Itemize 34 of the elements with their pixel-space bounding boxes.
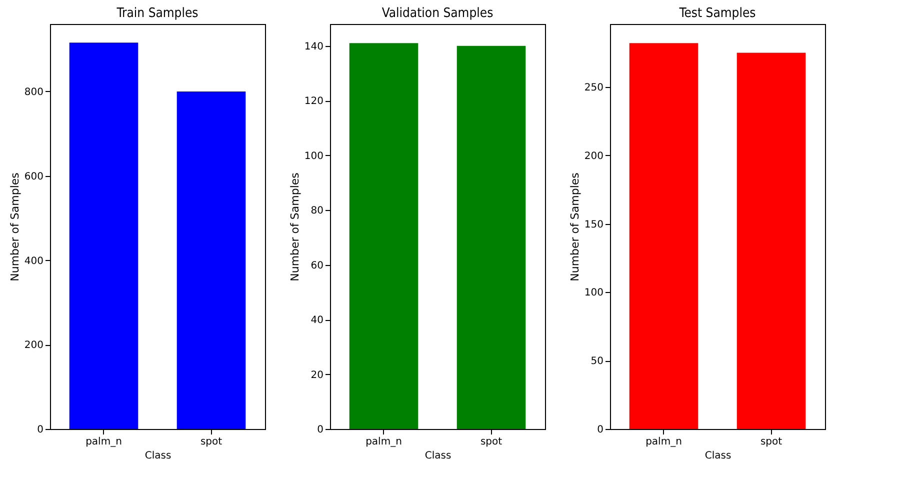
y-tick-label: 250 bbox=[584, 82, 604, 94]
x-tick-label: spot bbox=[200, 436, 222, 448]
y-tick-label: 140 bbox=[304, 41, 324, 52]
y-tick-label: 200 bbox=[24, 340, 44, 352]
y-tick-label: 100 bbox=[304, 150, 324, 162]
x-tick-label: palm_n bbox=[646, 436, 682, 448]
y-tick-label: 400 bbox=[24, 256, 44, 267]
x-axis-title: Class bbox=[424, 450, 452, 462]
y-tick-label: 60 bbox=[310, 260, 324, 272]
y-tick-label: 120 bbox=[304, 96, 324, 108]
y-axis-title: Number of Samples bbox=[568, 172, 582, 282]
y-tick-label: 100 bbox=[584, 288, 604, 299]
y-tick-label: 0 bbox=[37, 424, 44, 436]
y-tick-label: 20 bbox=[310, 370, 324, 381]
chart-title: Validation Samples bbox=[382, 6, 494, 21]
x-tick-label: spot bbox=[760, 436, 782, 448]
y-tick-label: 80 bbox=[310, 206, 324, 217]
x-tick-label: spot bbox=[480, 436, 502, 448]
y-tick-label: 0 bbox=[317, 424, 324, 436]
y-tick-label: 50 bbox=[590, 356, 604, 368]
x-axis-title: Class bbox=[704, 450, 732, 462]
y-tick-label: 0 bbox=[597, 424, 604, 436]
x-tick-label: palm_n bbox=[86, 436, 122, 448]
y-tick-label: 600 bbox=[24, 171, 44, 182]
y-axis-title: Number of Samples bbox=[8, 172, 22, 282]
y-tick-label: 150 bbox=[584, 219, 604, 230]
chart-title: Test Samples bbox=[678, 6, 756, 21]
y-tick-label: 800 bbox=[24, 87, 44, 98]
x-axis-title: Class bbox=[144, 450, 172, 462]
x-tick-label: palm_n bbox=[366, 436, 402, 448]
y-tick-label: 200 bbox=[584, 150, 604, 162]
y-axis-title: Number of Samples bbox=[288, 172, 302, 282]
chart-title: Train Samples bbox=[116, 6, 198, 21]
y-tick-label: 40 bbox=[310, 315, 324, 326]
